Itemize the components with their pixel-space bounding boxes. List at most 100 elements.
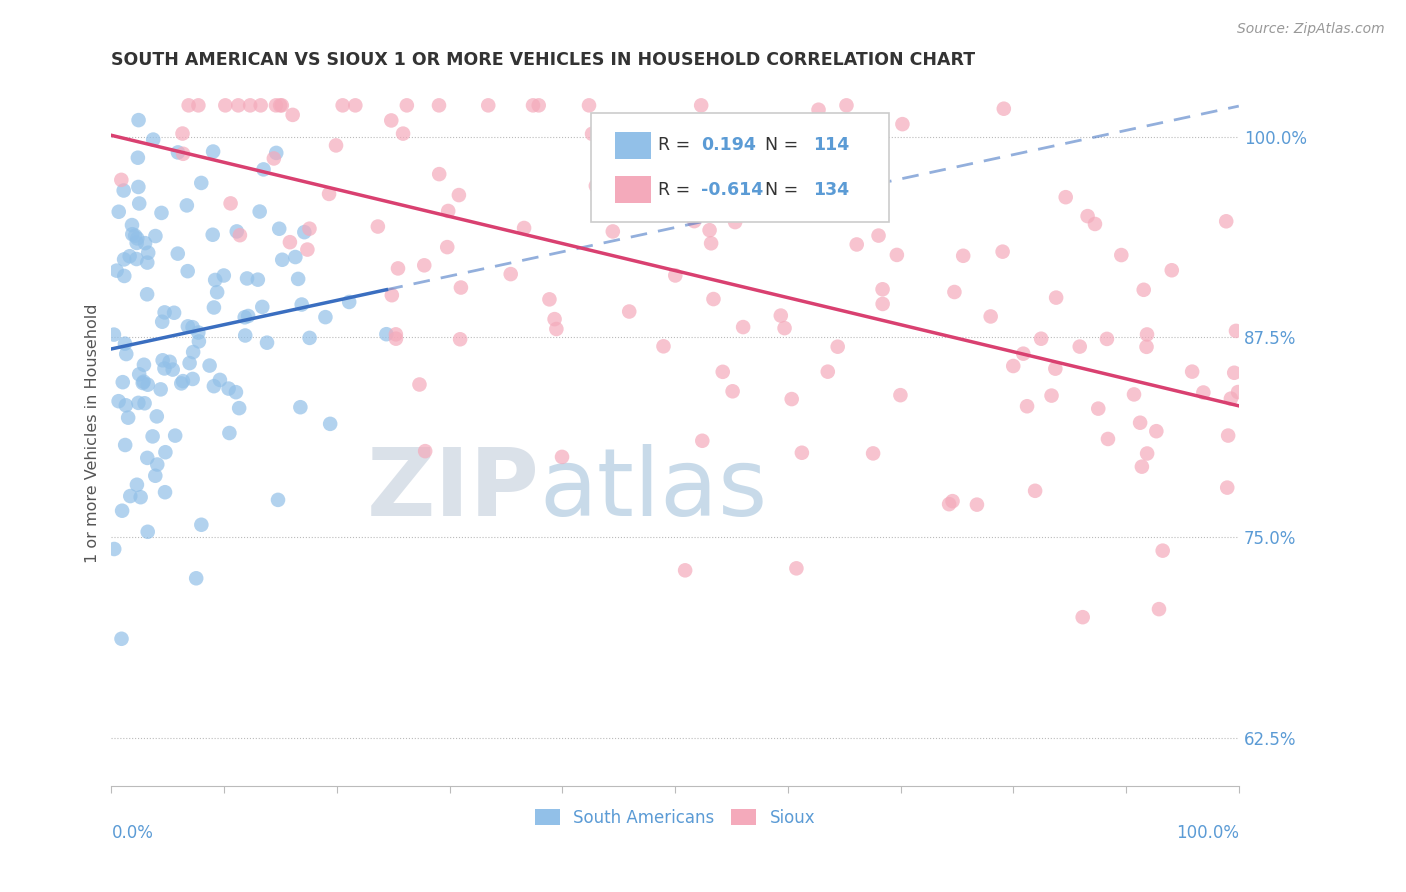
Point — [107, 394, 129, 409]
Point — [252, 300, 274, 314]
Point — [136, 287, 159, 301]
Point — [153, 361, 176, 376]
Point — [585, 178, 607, 193]
Point — [233, 310, 256, 325]
Point — [733, 320, 755, 334]
Point — [205, 285, 228, 300]
Point — [132, 375, 155, 389]
Point — [143, 468, 166, 483]
Text: R =: R = — [658, 136, 696, 154]
Point — [1192, 385, 1215, 400]
Point — [889, 388, 911, 402]
Point — [124, 228, 146, 243]
Point — [127, 231, 149, 245]
Point — [202, 379, 225, 393]
Point — [136, 255, 159, 269]
Point — [790, 446, 813, 460]
Point — [103, 327, 125, 342]
Point — [246, 273, 269, 287]
Point — [297, 243, 319, 257]
Point — [179, 356, 201, 370]
Point — [181, 320, 204, 334]
Point — [270, 98, 292, 112]
Point — [827, 340, 849, 354]
Point — [381, 288, 404, 302]
Point — [337, 295, 360, 310]
Point — [690, 434, 713, 448]
Point — [1215, 214, 1237, 228]
Point — [115, 347, 138, 361]
Point — [1225, 324, 1247, 338]
Point — [872, 297, 894, 311]
Text: 0.194: 0.194 — [702, 136, 756, 154]
Point — [1111, 248, 1133, 262]
Point — [602, 224, 624, 238]
Point — [1218, 428, 1240, 442]
Point — [621, 207, 644, 221]
Point — [780, 392, 803, 406]
Point — [1045, 361, 1067, 376]
Point — [1015, 399, 1038, 413]
Point — [1054, 190, 1077, 204]
Point — [952, 249, 974, 263]
Point — [127, 151, 149, 165]
Point — [176, 198, 198, 212]
Point — [287, 272, 309, 286]
Point — [543, 312, 565, 326]
Point — [125, 252, 148, 266]
Point — [121, 227, 143, 242]
Point — [107, 204, 129, 219]
Point — [1219, 392, 1241, 406]
Point — [267, 492, 290, 507]
Point — [1002, 359, 1025, 373]
Point — [187, 326, 209, 340]
Point — [993, 102, 1015, 116]
Point — [208, 373, 231, 387]
Point — [551, 450, 574, 464]
Point — [218, 382, 240, 396]
Point — [380, 113, 402, 128]
Point — [673, 563, 696, 577]
Point — [110, 173, 132, 187]
Point — [125, 477, 148, 491]
Text: 100.0%: 100.0% — [1175, 824, 1239, 842]
Point — [187, 334, 209, 349]
Point — [581, 127, 603, 141]
Point — [683, 214, 706, 228]
Point — [115, 398, 138, 412]
Point — [166, 246, 188, 260]
Point — [111, 375, 134, 389]
Point — [129, 490, 152, 504]
Point — [546, 322, 568, 336]
Point — [375, 327, 398, 342]
Point — [159, 355, 181, 369]
Point — [263, 152, 285, 166]
Point — [1129, 416, 1152, 430]
Point — [146, 409, 169, 424]
Point — [1095, 332, 1118, 346]
Point — [1077, 209, 1099, 223]
Point — [132, 376, 155, 390]
Point — [1097, 432, 1119, 446]
Point — [711, 365, 734, 379]
Point — [145, 229, 167, 244]
Point — [105, 263, 128, 277]
Point — [181, 345, 204, 359]
Point — [862, 446, 884, 460]
Point — [769, 309, 792, 323]
Point — [702, 292, 724, 306]
Point — [1216, 481, 1239, 495]
Point — [845, 237, 868, 252]
Point — [186, 571, 208, 585]
Point — [773, 321, 796, 335]
Point — [219, 196, 242, 211]
Point — [226, 98, 249, 112]
Point — [332, 98, 354, 112]
Point — [991, 244, 1014, 259]
Point — [1181, 365, 1204, 379]
Point — [114, 336, 136, 351]
Point — [127, 180, 149, 194]
Point — [817, 365, 839, 379]
Point — [212, 268, 235, 283]
Point — [202, 301, 225, 315]
